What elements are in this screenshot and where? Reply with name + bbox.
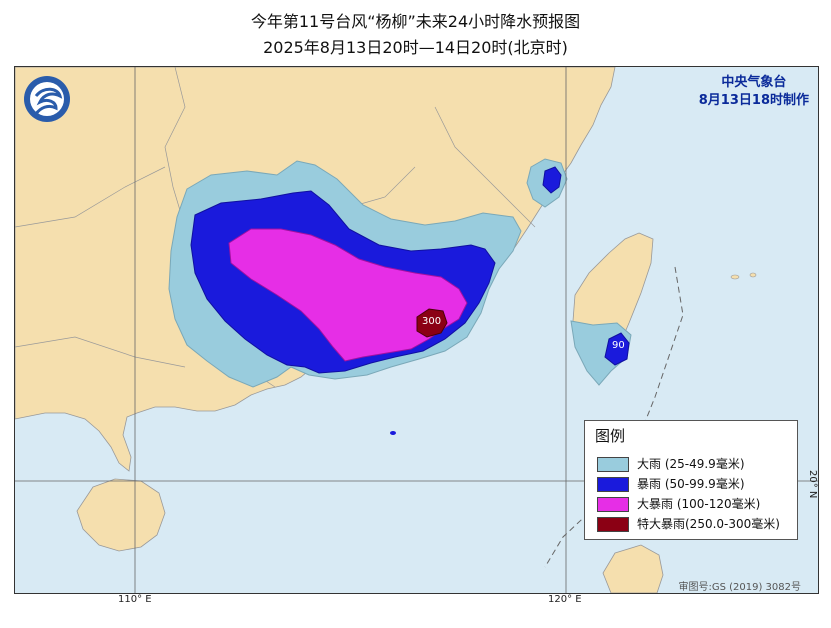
lon-120-label: 120° E <box>548 594 582 605</box>
map-subtitle: 2025年8月13日20时—14日20时(北京时) <box>263 38 568 57</box>
lat-20-label: 20° N <box>807 470 818 499</box>
maritime-boundary <box>544 266 684 568</box>
rain-zone-torrential-east <box>542 166 562 194</box>
legend-swatch <box>597 497 629 512</box>
luzon-island <box>602 544 664 593</box>
legend-item-heavy-rain: 大雨 (25-49.9毫米) <box>597 455 745 472</box>
peak-rain-label: 300 <box>422 316 442 327</box>
taiwan-rain-label: 90 <box>612 340 625 351</box>
legend: 图例 大雨 (25-49.9毫米) 暴雨 (50-99.9毫米) 大暴雨 (10… <box>584 420 798 540</box>
rain-zone-torrential-taiwan <box>604 332 630 366</box>
island <box>749 272 757 278</box>
map-title: 今年第11号台风“杨柳”未来24小时降水预报图 <box>250 12 581 31</box>
legend-label: 大雨 (25-49.9毫米) <box>637 457 745 471</box>
island <box>390 431 396 435</box>
island <box>730 274 740 280</box>
legend-item-torrential-rain: 暴雨 (50-99.9毫米) <box>597 475 745 492</box>
rain-zone-extreme <box>416 308 448 338</box>
legend-swatch <box>597 457 629 472</box>
legend-item-very-heavy-rain: 大暴雨 (100-120毫米) <box>597 495 761 512</box>
legend-item-extreme-rain: 特大暴雨(250.0-300毫米) <box>597 515 780 532</box>
issuer-name: 中央气象台 <box>721 75 787 90</box>
legend-label: 大暴雨 (100-120毫米) <box>637 497 761 511</box>
map-approval-credit: 审图号:GS (2019) 3082号 <box>678 582 801 593</box>
cma-logo-icon <box>22 74 72 124</box>
legend-label: 暴雨 (50-99.9毫米) <box>637 477 745 491</box>
legend-swatch <box>597 477 629 492</box>
legend-label: 特大暴雨(250.0-300毫米) <box>637 517 780 531</box>
issuer-block: 中央气象台 8月13日18时制作 <box>699 74 809 110</box>
lon-110-label: 110° E <box>118 594 152 605</box>
issue-time: 8月13日18时制作 <box>698 93 809 108</box>
legend-swatch <box>597 517 629 532</box>
legend-title: 图例 <box>595 427 626 445</box>
